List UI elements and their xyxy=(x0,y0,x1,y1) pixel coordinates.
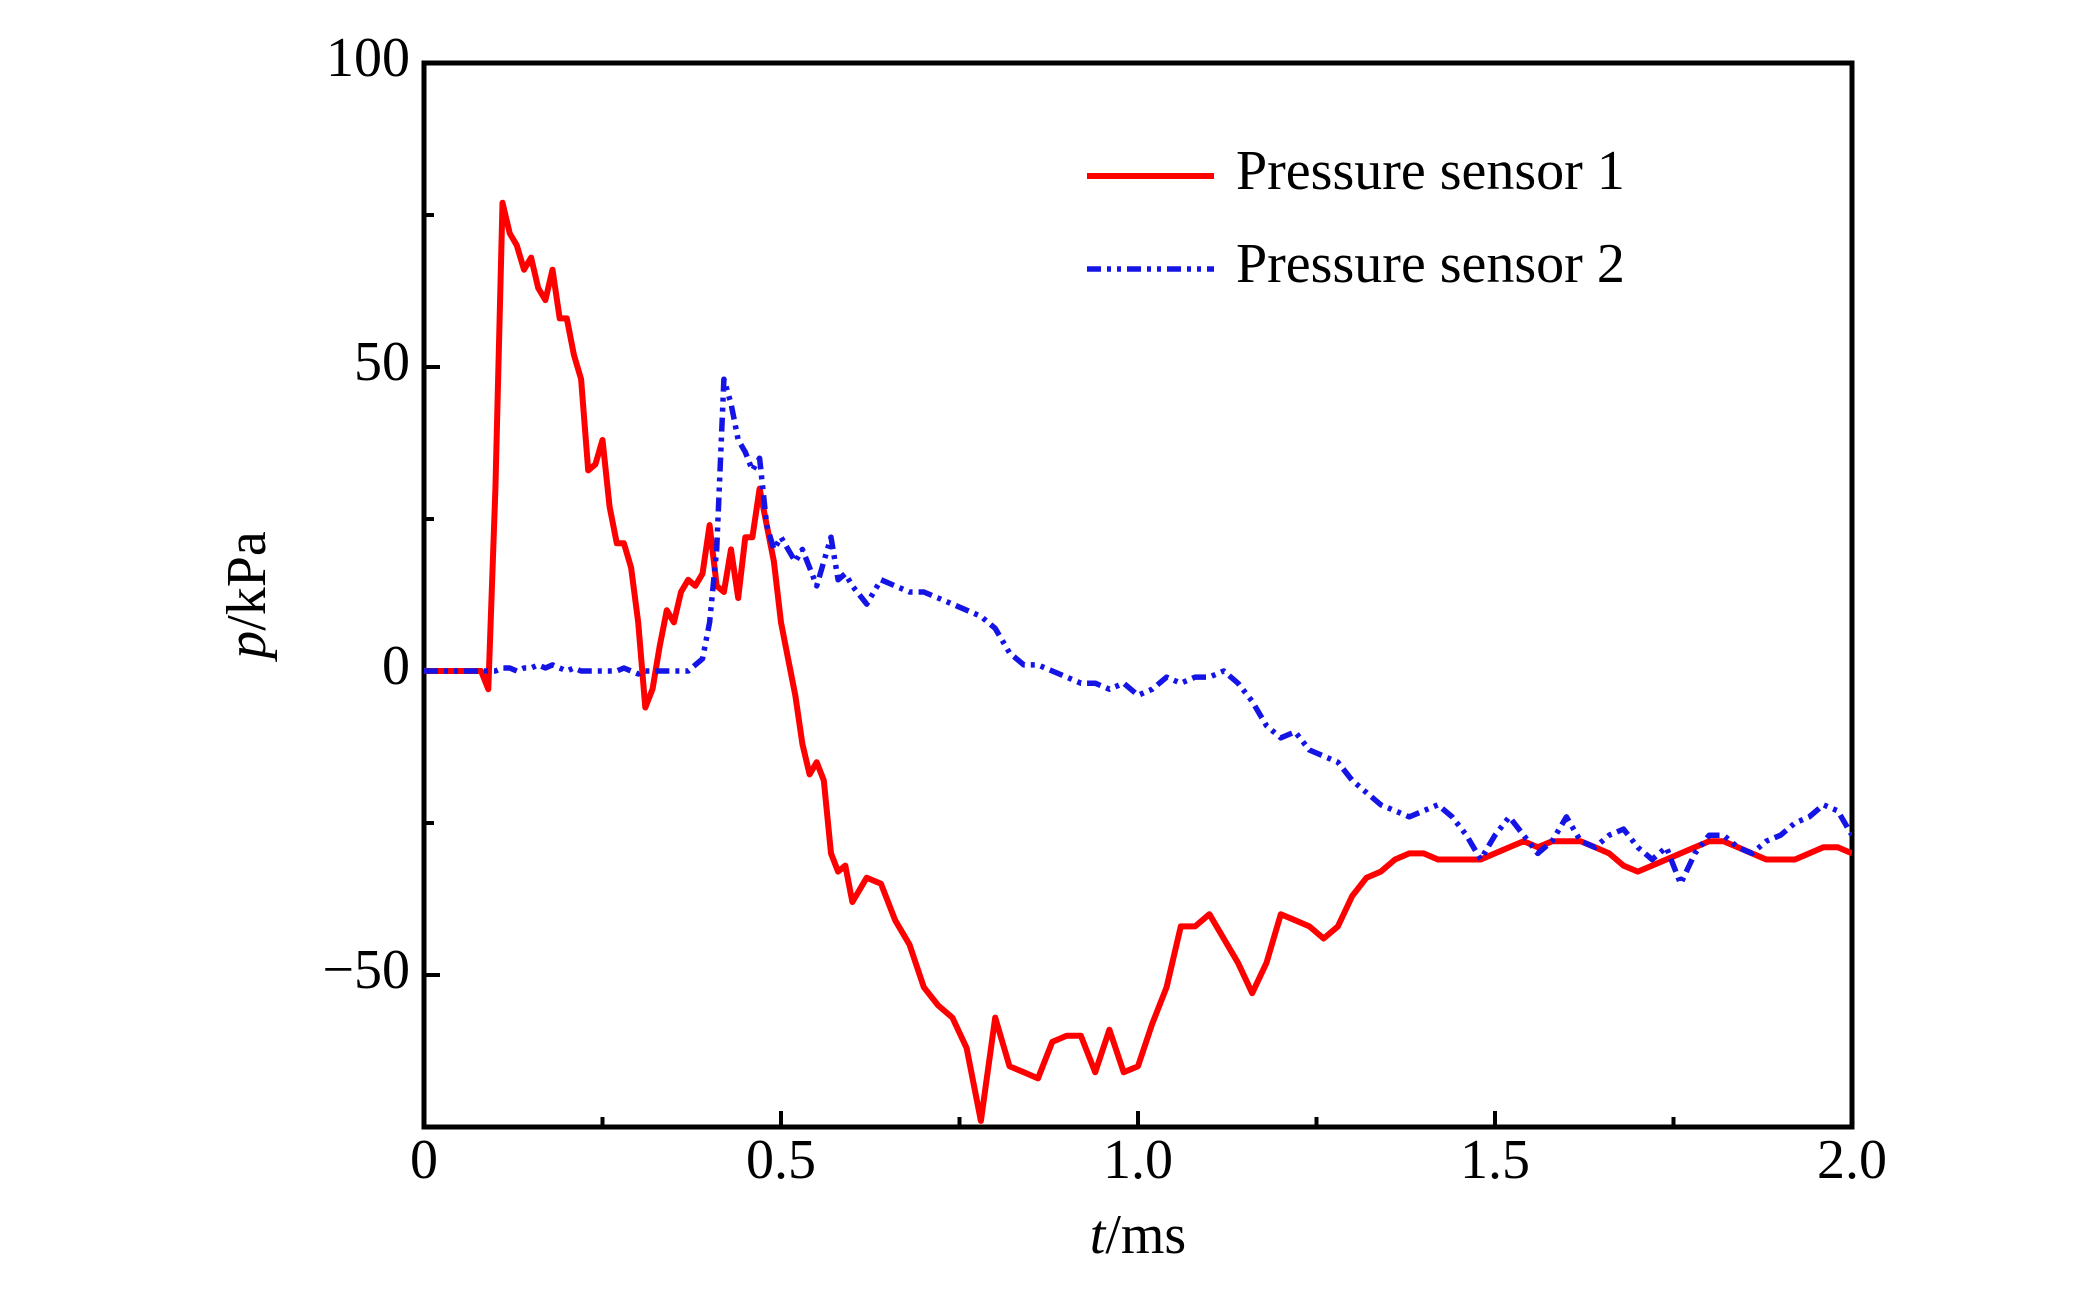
y-tick-label: 50 xyxy=(354,331,410,393)
axis-unit: /ms xyxy=(1105,1204,1186,1266)
x-axis-label: t/ms xyxy=(1090,1204,1186,1266)
axis-symbol: t xyxy=(1090,1204,1107,1266)
y-axis-label: p/kPa xyxy=(216,531,278,663)
data-line xyxy=(424,376,1852,887)
y-tick-label: −50 xyxy=(322,939,410,1001)
axis-symbol: p xyxy=(216,631,278,663)
axis-unit: /kPa xyxy=(216,531,278,631)
legend-label: Pressure sensor 1 xyxy=(1236,140,1625,202)
y-tick-label: 0 xyxy=(382,635,410,697)
x-tick-label: 0.5 xyxy=(746,1129,816,1191)
plot-frame xyxy=(421,60,1855,1130)
legend-label: Pressure sensor 2 xyxy=(1236,233,1625,295)
x-tick-label: 1.5 xyxy=(1460,1129,1530,1191)
y-tick-label: 100 xyxy=(326,27,410,89)
data-line xyxy=(424,199,1852,1124)
x-tick-label: 2.0 xyxy=(1817,1129,1887,1191)
x-tick-label: 1.0 xyxy=(1103,1129,1173,1191)
x-tick-label: 0 xyxy=(410,1129,438,1191)
